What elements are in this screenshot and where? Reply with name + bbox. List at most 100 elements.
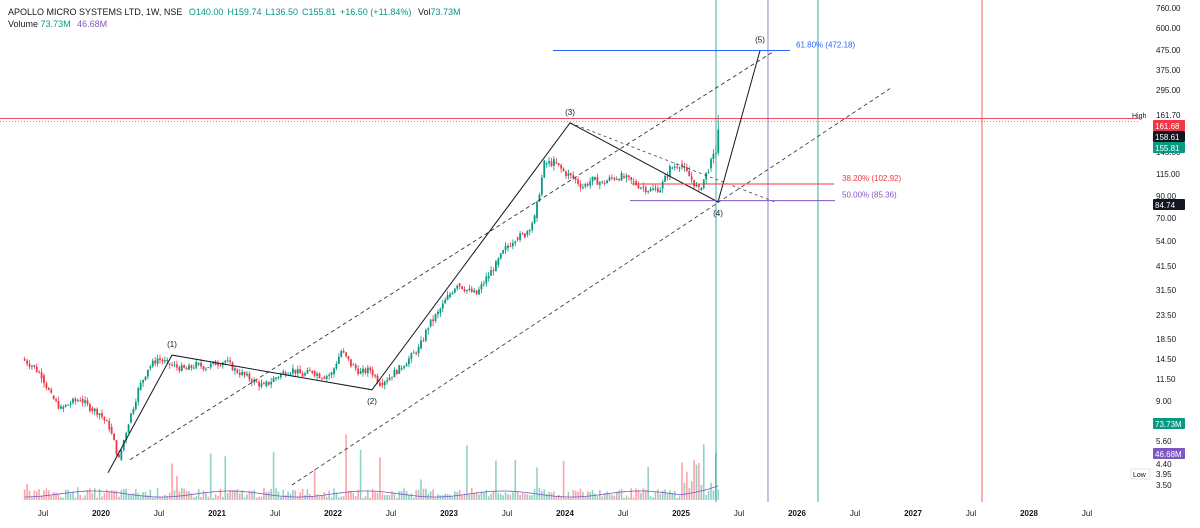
candle-body — [205, 368, 207, 370]
candle-body — [487, 275, 490, 279]
volume-bar — [180, 488, 183, 500]
volume-bar — [151, 497, 154, 500]
volume-bar — [615, 491, 618, 500]
volume-bar — [688, 488, 691, 500]
volume-bar — [492, 490, 495, 500]
wave-label: (4) — [713, 209, 723, 218]
volume-bar — [644, 489, 647, 500]
volume-bar — [270, 488, 272, 500]
volume-bar — [717, 489, 720, 500]
volume-bar — [316, 494, 318, 500]
candle-body — [623, 176, 625, 178]
candle-body — [456, 285, 459, 289]
wave-label: (5) — [755, 36, 765, 45]
volume-bar — [159, 496, 161, 500]
price-axis[interactable]: 760.00600.00475.00375.00295.00161.70145.… — [1130, 4, 1185, 490]
candle-body — [502, 250, 505, 254]
candle-body — [178, 367, 181, 371]
candle-body — [654, 188, 657, 190]
candle-body — [582, 187, 584, 189]
candle-body — [601, 181, 604, 183]
candle-body — [246, 373, 248, 376]
volume-bar — [229, 490, 231, 500]
volume-bar — [652, 497, 654, 500]
candle-body — [468, 288, 471, 290]
volume-bar — [127, 493, 130, 500]
candle-body — [698, 184, 700, 187]
candle-body — [125, 432, 128, 440]
candle-body — [598, 182, 601, 185]
volume-bar — [449, 494, 451, 500]
candle-body — [159, 358, 161, 360]
volume-bar — [294, 490, 297, 500]
candle-body — [606, 180, 608, 184]
candle-body — [292, 368, 294, 374]
candle-body — [577, 179, 579, 184]
volume-bar — [470, 488, 473, 500]
candle-body — [35, 366, 38, 373]
candle-body — [231, 362, 234, 371]
volume-bar — [608, 493, 611, 500]
volume-bar — [347, 490, 350, 500]
volume-bar — [96, 497, 98, 500]
candle-body — [185, 367, 188, 370]
candle-body — [596, 177, 599, 185]
volume-bar — [524, 493, 526, 500]
volume-bar — [74, 497, 77, 500]
volume-bar — [122, 488, 125, 500]
candle-body — [446, 295, 449, 300]
volume-bar — [485, 489, 488, 500]
volume-bar — [664, 489, 666, 500]
price-tick-label: 70.00 — [1156, 214, 1177, 223]
volume-bar — [572, 489, 575, 500]
time-axis[interactable]: Jul 2020 Jul 2021 Jul 2022 Jul 2023 Jul 2024 Jul 20… — [38, 509, 1092, 518]
low-label: Low — [1133, 472, 1147, 479]
symbol-title[interactable]: APOLLO MICRO SYSTEMS LTD, 1W, NSE — [8, 7, 183, 17]
volume-bar — [287, 491, 289, 500]
volume-bar — [521, 493, 524, 500]
candle-body — [340, 350, 343, 357]
time-tick-label: Jul — [618, 509, 628, 518]
price-tick-label: 760.00 — [1156, 4, 1181, 13]
volume-bar — [514, 459, 517, 500]
volume-bar — [446, 493, 449, 500]
volume-indicator-label[interactable]: Volume — [8, 19, 39, 29]
volume-bar — [681, 462, 683, 500]
candle-body — [405, 364, 408, 367]
volume-bar — [113, 490, 115, 500]
candle-body — [453, 288, 456, 293]
candle-body — [277, 377, 280, 379]
volume-bar — [224, 456, 227, 500]
candle-body — [263, 383, 265, 385]
volume-bar — [526, 494, 529, 500]
candle-body — [93, 408, 96, 412]
candle-body — [644, 187, 647, 192]
candle-body — [415, 352, 418, 354]
volume-bars — [23, 434, 720, 500]
candle-body — [137, 388, 140, 402]
price-marker-84: 84.74 — [1155, 201, 1176, 210]
candle-body — [673, 166, 676, 168]
volume-bar — [570, 497, 572, 500]
price-tick-label: 3.95 — [1156, 470, 1172, 479]
candle-body — [572, 175, 575, 178]
volume-bar — [313, 469, 316, 500]
candle-body — [313, 371, 316, 376]
time-tick-label: 2025 — [672, 509, 690, 518]
volume-bar — [255, 497, 258, 500]
candle-body — [625, 175, 628, 178]
volume-bar — [466, 445, 468, 500]
candle-body — [350, 359, 352, 367]
volume-bar — [101, 496, 103, 500]
candle-body — [669, 165, 671, 177]
candle-body — [279, 373, 282, 378]
volume-bar — [601, 496, 604, 500]
candle-body — [666, 175, 669, 177]
time-tick-label: Jul — [154, 509, 164, 518]
candle-body — [603, 183, 606, 185]
volume-bar — [499, 493, 502, 500]
volume-bar — [77, 487, 79, 500]
time-tick-label: Jul — [386, 509, 396, 518]
volume-bar — [432, 489, 434, 500]
